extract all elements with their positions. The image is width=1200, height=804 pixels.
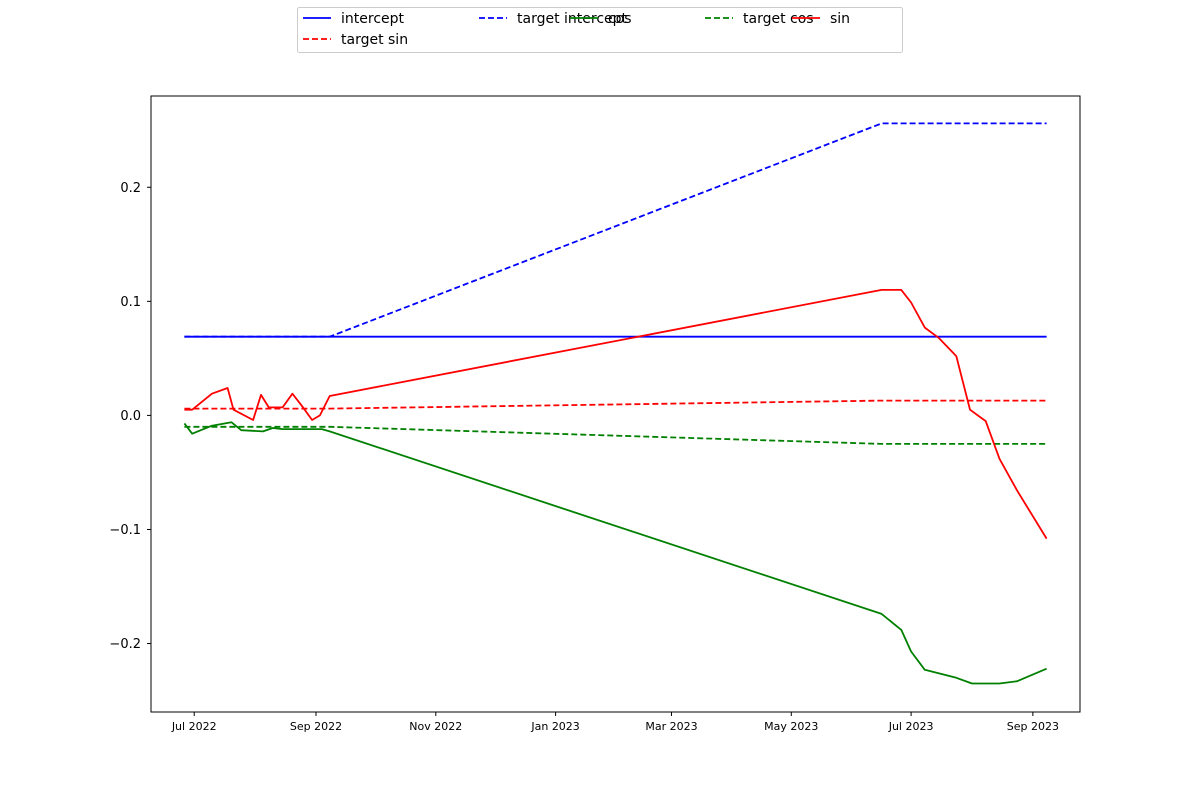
x-tick-label: Mar 2023 — [645, 720, 697, 733]
series-line-target-intercept — [184, 122, 1047, 338]
series-line-target-cos — [184, 425, 1047, 445]
plot-area: 0.2 0.1 0.0 −0.1 −0.2 Jul 2022 Sep 2022 Nov 202… — [109, 95, 1081, 733]
series-line-target-sin — [184, 399, 1047, 410]
x-tick-label: Jul 2023 — [888, 720, 934, 733]
y-tick-label: −0.1 — [109, 523, 141, 538]
y-tick-label: −0.2 — [109, 637, 141, 652]
x-tick-label: Sep 2023 — [1007, 720, 1059, 733]
legend-label-cos: cos — [608, 11, 632, 27]
series-line-cos — [183, 421, 1047, 685]
legend-label-sin: sin — [830, 11, 850, 27]
series-line-sin — [184, 288, 1048, 540]
y-tick-label: 0.2 — [120, 181, 141, 196]
x-tick-label: Nov 2022 — [409, 720, 462, 733]
x-tick-label: Jul 2022 — [171, 720, 217, 733]
x-tick-label: Sep 2022 — [290, 720, 342, 733]
legend-label-target-cos: target cos — [743, 11, 814, 27]
legend-label-target-intercept: target intercept — [517, 11, 628, 27]
axes-frame — [150, 95, 1081, 713]
x-tick-label: Jan 2023 — [530, 720, 579, 733]
legend-label-target-sin: target sin — [341, 32, 408, 48]
y-tick-label: 0.0 — [120, 409, 141, 424]
y-tick-label: 0.1 — [120, 295, 141, 310]
legend-label-intercept: intercept — [341, 11, 405, 27]
legend-box — [297, 7, 903, 53]
x-tick-label: May 2023 — [764, 720, 818, 733]
